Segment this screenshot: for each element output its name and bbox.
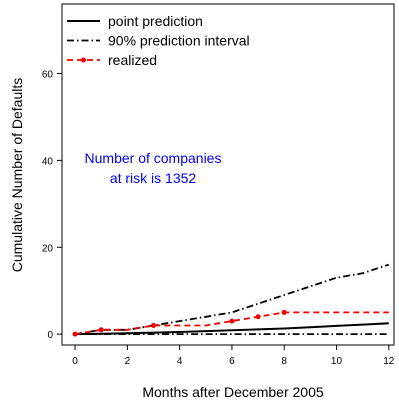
legend-label: realized <box>108 52 157 68</box>
x-tick-label: 6 <box>229 356 235 367</box>
x-tick-label: 4 <box>177 356 183 367</box>
plot-frame <box>61 3 395 346</box>
x-tick-label: 10 <box>331 356 343 367</box>
y-axis-label: Cumulative Number of Defaults <box>9 78 25 273</box>
x-tick-label: 12 <box>383 356 395 367</box>
legend-marker <box>81 57 86 63</box>
x-axis-label: Months after December 2005 <box>142 384 324 400</box>
axes: 0 2 4 6 8 10 12 0 20 40 60 <box>42 70 395 367</box>
series-line-point-prediction <box>75 322 389 336</box>
realized-point <box>255 314 261 320</box>
y-tick-label: 20 <box>42 243 54 254</box>
y-tick-label: 60 <box>42 70 54 81</box>
y-tick-label: 0 <box>47 330 53 341</box>
series-line-90-prediction-interval <box>74 263 390 335</box>
series-layer <box>72 263 390 337</box>
realized-point <box>98 327 104 333</box>
series-line-realized <box>74 311 389 335</box>
legend-label: point prediction <box>108 13 203 29</box>
realized-point <box>281 309 287 315</box>
x-tick-label: 2 <box>125 356 131 367</box>
x-tick-label: 0 <box>72 356 78 367</box>
x-tick-label: 8 <box>281 356 287 367</box>
annotation-line-1: Number of companies <box>85 150 222 166</box>
legend-label: 90% prediction interval <box>108 33 250 49</box>
realized-point <box>150 322 156 328</box>
realized-point <box>72 331 78 337</box>
y-tick-label: 40 <box>42 156 54 167</box>
legend: point prediction 90% prediction interval r… <box>67 13 250 68</box>
realized-point <box>229 318 235 324</box>
annotation-line-2: at risk is 1352 <box>110 170 197 186</box>
